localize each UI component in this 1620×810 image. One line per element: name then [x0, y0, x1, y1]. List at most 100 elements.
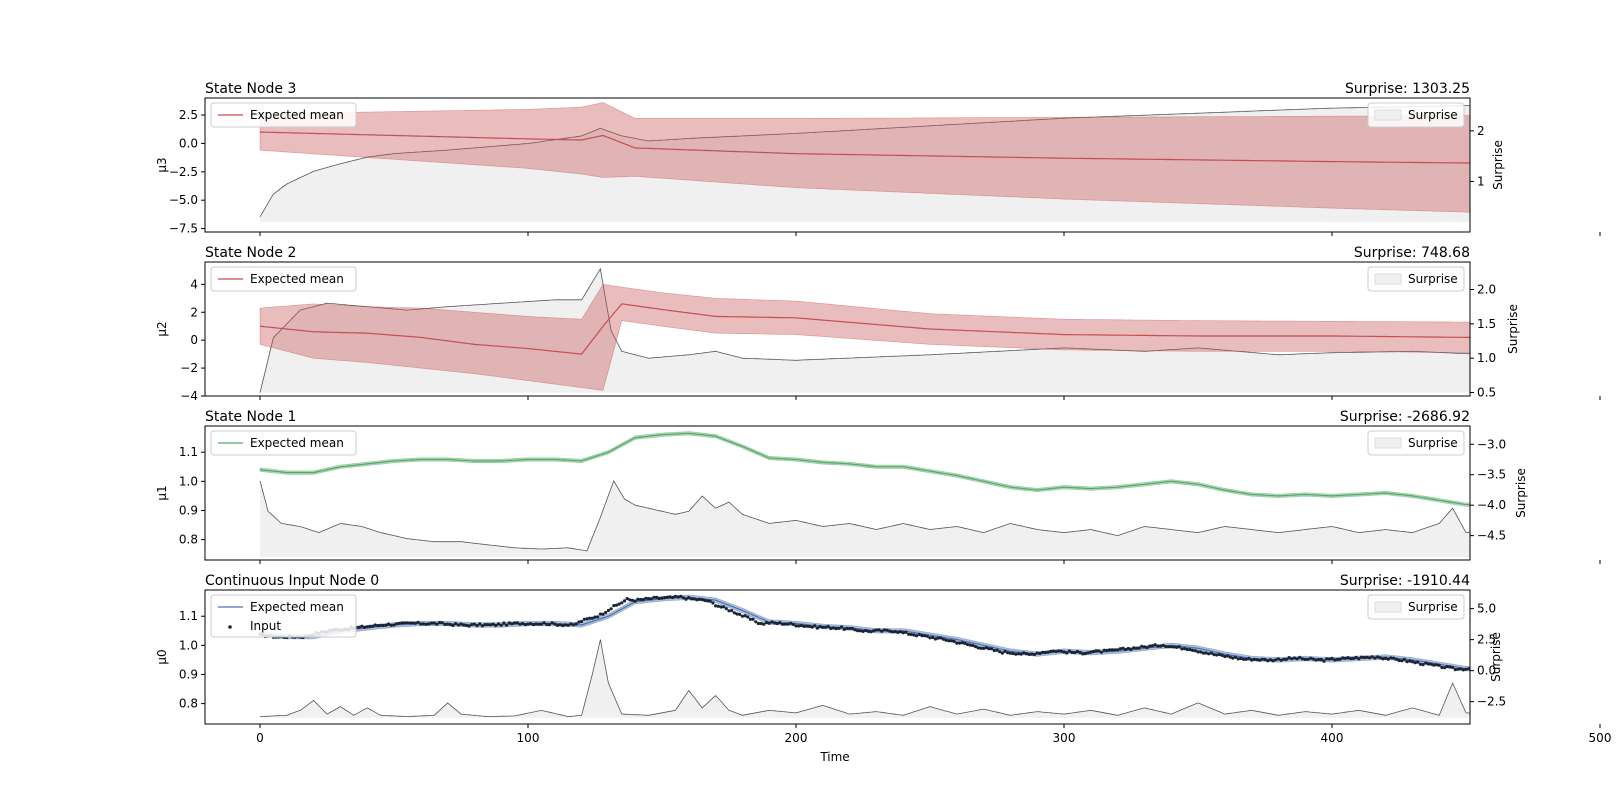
input-point	[1456, 667, 1460, 671]
input-point	[1381, 657, 1385, 661]
x-tick-label: 500	[1589, 731, 1612, 745]
input-point	[360, 624, 364, 628]
input-point	[1615, 677, 1618, 680]
y2-tick-label: −2.5	[1477, 695, 1506, 709]
input-point	[1601, 679, 1604, 682]
input-point	[1354, 655, 1358, 660]
input-point	[563, 623, 568, 627]
input-point	[730, 609, 734, 613]
input-point	[1156, 644, 1160, 648]
input-point	[1097, 649, 1101, 653]
input-point	[968, 643, 972, 647]
input-point	[421, 622, 426, 626]
input-point	[826, 624, 830, 629]
input-point	[1102, 648, 1106, 652]
input-point	[1089, 650, 1093, 654]
input-point	[896, 630, 900, 635]
input-point	[1349, 657, 1353, 661]
input-point	[987, 647, 991, 651]
input-point	[1556, 674, 1559, 677]
legend-right-box	[1367, 102, 1465, 128]
input-point	[1370, 655, 1374, 659]
input-point	[759, 621, 763, 626]
input-point	[719, 605, 723, 609]
input-point	[440, 621, 444, 625]
input-point	[1011, 651, 1015, 656]
input-point	[963, 641, 967, 646]
input-point	[939, 636, 943, 640]
input-point	[1188, 648, 1192, 652]
input-point	[649, 597, 653, 601]
input-point	[882, 628, 887, 632]
legend-surprise-swatch	[1374, 601, 1402, 613]
input-point	[1032, 652, 1037, 657]
input-point	[711, 601, 715, 605]
input-point	[1236, 657, 1240, 661]
input-point	[890, 630, 895, 634]
panel-4: 1.1 1.0 0.9 0.8 5.0 2.5 0.0 −2.5 0 100 200 300 400 50…	[155, 573, 1618, 745]
input-point	[1303, 657, 1307, 662]
input-point	[486, 623, 490, 627]
input-point	[1172, 645, 1176, 649]
y2-tick-label: −3.5	[1477, 468, 1506, 482]
input-point	[1126, 646, 1130, 651]
input-point	[971, 643, 975, 648]
input-point	[1258, 658, 1262, 662]
input-point	[365, 625, 369, 629]
input-point	[523, 623, 527, 627]
input-point	[1580, 678, 1583, 681]
input-point	[952, 639, 956, 644]
input-point	[1252, 657, 1256, 662]
input-point	[641, 598, 645, 602]
input-point	[1121, 646, 1125, 650]
legend-right-box	[1367, 266, 1465, 292]
input-point	[1161, 643, 1165, 648]
input-point	[858, 629, 862, 633]
input-point	[1432, 663, 1436, 667]
input-point	[700, 597, 704, 602]
input-point	[1215, 653, 1219, 657]
legend-surprise-label: Surprise	[1408, 436, 1458, 450]
input-point	[1035, 651, 1039, 655]
input-point	[1386, 657, 1390, 661]
y2-axis-label: Surprise	[1491, 140, 1505, 190]
input-point	[1453, 668, 1457, 672]
input-point	[1049, 649, 1053, 654]
legend-left-box	[210, 594, 357, 638]
input-point	[697, 597, 702, 601]
input-point	[915, 634, 919, 638]
input-point	[955, 641, 959, 645]
input-point	[384, 623, 388, 627]
input-point	[1108, 648, 1112, 652]
legend-surprise-label: Surprise	[1408, 272, 1458, 286]
input-point	[813, 624, 817, 628]
input-point	[609, 607, 613, 611]
input-point	[1027, 652, 1031, 657]
y-axis-label: μ3	[155, 157, 169, 172]
input-point	[1367, 656, 1372, 660]
y2-tick-label: 1.5	[1477, 317, 1496, 331]
input-point	[1572, 677, 1575, 680]
input-point	[706, 599, 710, 603]
input-point	[1464, 667, 1468, 671]
input-point	[639, 597, 643, 602]
input-point	[1459, 667, 1463, 671]
input-point	[1548, 672, 1551, 675]
mean-uncertainty-band	[259, 283, 1470, 391]
input-point	[1065, 651, 1069, 655]
input-point	[815, 626, 820, 630]
y-tick-label: 2.5	[179, 108, 198, 122]
input-point	[1153, 643, 1157, 647]
input-point	[992, 648, 996, 653]
expected-mean-line	[259, 432, 1470, 506]
x-axis-label: Time	[819, 750, 849, 764]
input-point	[526, 622, 530, 626]
input-point	[1585, 681, 1588, 684]
panel-title: State Node 2	[205, 245, 296, 261]
input-point	[429, 621, 434, 625]
input-point	[1400, 659, 1404, 663]
input-point	[689, 597, 694, 601]
input-point	[931, 635, 935, 640]
input-point	[1290, 657, 1294, 661]
